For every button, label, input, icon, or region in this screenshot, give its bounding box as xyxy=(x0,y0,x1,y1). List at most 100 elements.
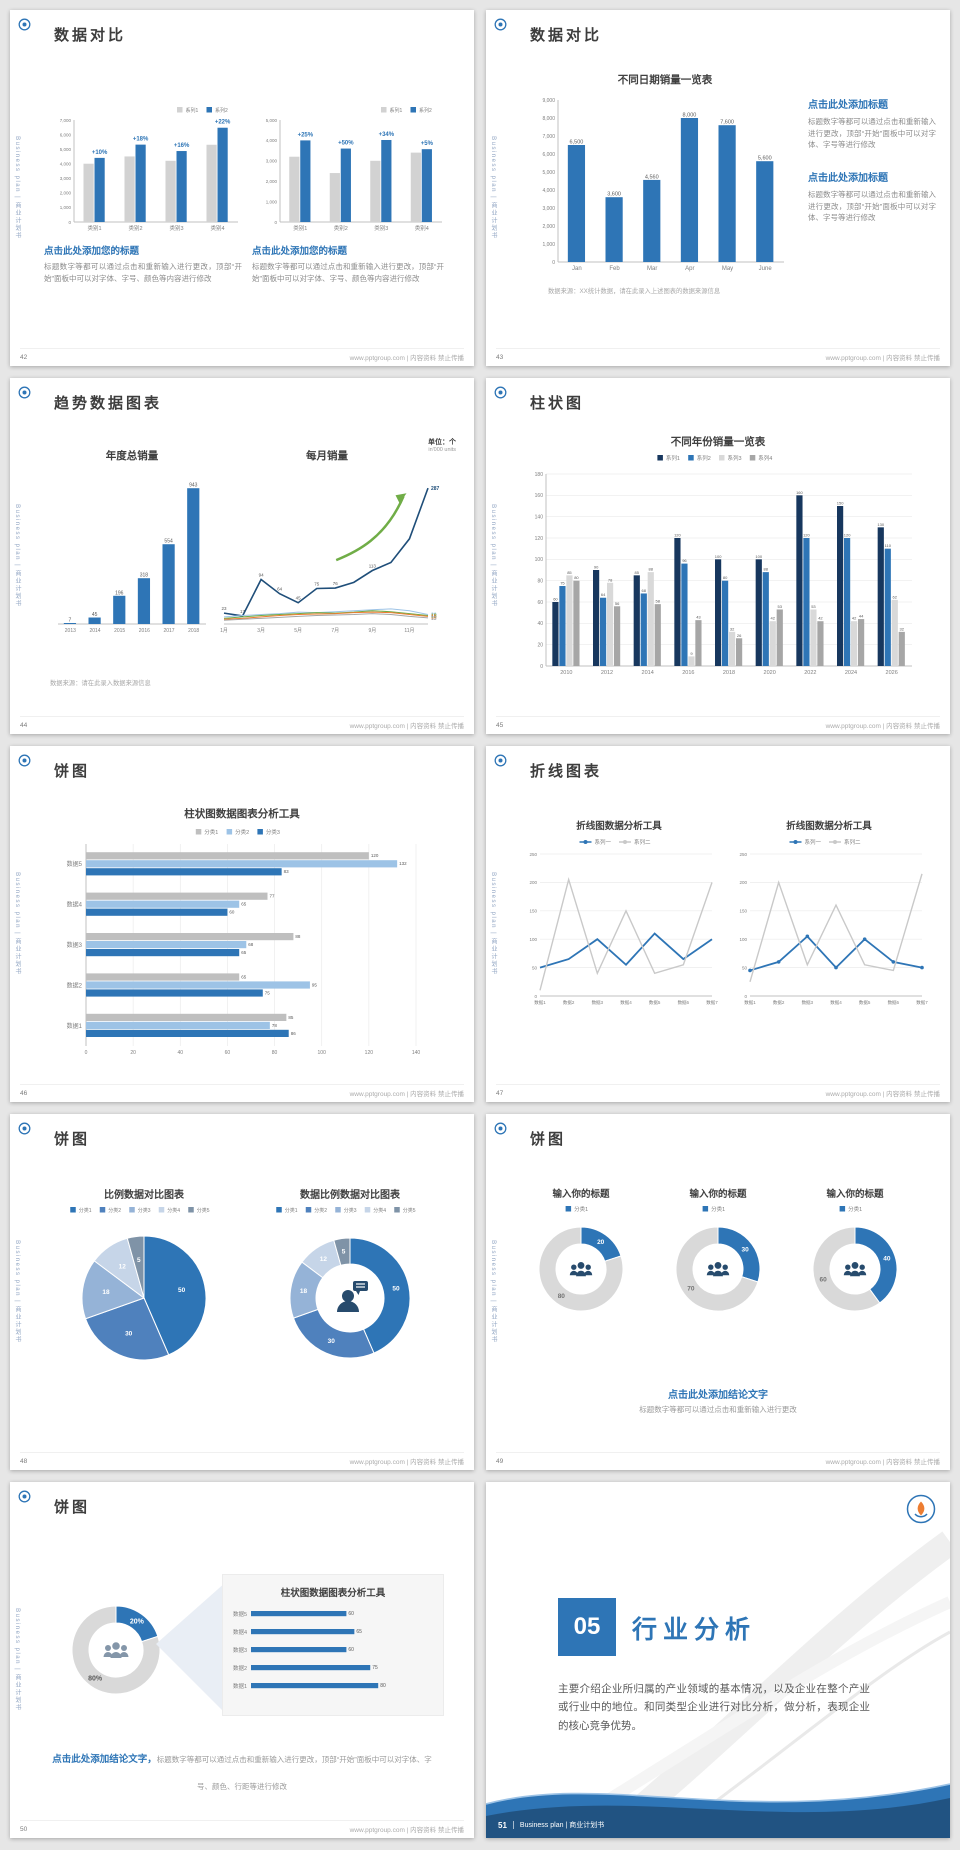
svg-text:20: 20 xyxy=(431,613,437,619)
svg-text:18: 18 xyxy=(300,1288,308,1295)
slide-footer: 47 www.pptgroup.com | 内容资料 禁止传播 xyxy=(496,1084,940,1098)
svg-text:7,600: 7,600 xyxy=(720,120,734,126)
donut-chart: 分类1 分类2 分类3 分类4 分类5 50 30 18 12 5 xyxy=(250,1204,450,1374)
svg-text:类别3: 类别3 xyxy=(169,224,183,232)
slide-51-section-divider[interactable]: 05 行业分析 主要介绍企业所归属的产业领域的基本情况，以及企业在整个产业或行业… xyxy=(486,1482,950,1838)
logo-icon xyxy=(18,1490,31,1503)
chart-title-left: 年度总销量 xyxy=(105,450,159,462)
slide-49[interactable]: Business plan | 商业计划书 饼图 输入你的标题 分类1 20 80 … xyxy=(486,1114,950,1470)
svg-text:943: 943 xyxy=(189,483,198,489)
slide-45[interactable]: Business plan | 商业计划书 柱状图 不同年份销量一览表 系列1 系… xyxy=(486,378,950,734)
svg-text:系列4: 系列4 xyxy=(758,454,772,462)
svg-text:83: 83 xyxy=(284,869,290,874)
svg-text:88: 88 xyxy=(295,934,301,939)
chart-title: 数据比例数据对比图表 xyxy=(300,1190,400,1201)
slide-46[interactable]: Business plan | 商业计划书 饼图 柱状图数据图表分析工具 分类1… xyxy=(10,746,474,1102)
slide-43[interactable]: Business plan | 商业计划书 数据对比 不同日期销量一览表 0 1,… xyxy=(486,10,950,366)
svg-text:23: 23 xyxy=(221,606,227,611)
svg-text:类别2: 类别2 xyxy=(128,224,142,232)
svg-text:May: May xyxy=(722,266,733,272)
block-body: 标题数字等都可以通过点击和重新输入进行更改，顶部“开始”面板中可以对字体、字号、… xyxy=(252,262,444,283)
svg-text:60: 60 xyxy=(348,1647,354,1653)
svg-text:62: 62 xyxy=(893,594,898,599)
slide-title: 饼图 xyxy=(530,1131,567,1148)
grouped-bar-chart-left: 系列1 系列2 0 1,000 2,000 3,000 4,000 5,000 6,000 7,0… xyxy=(44,104,242,236)
slide-48[interactable]: Business plan | 商业计划书 饼图 比例数据对比图表 分类1 分类2… xyxy=(10,1114,474,1470)
svg-text:2020: 2020 xyxy=(764,670,776,676)
donut-block-3: 输入你的标题 分类1 40 60 xyxy=(790,1186,920,1323)
svg-text:250: 250 xyxy=(529,852,537,857)
svg-text:78: 78 xyxy=(608,577,613,582)
slide-50[interactable]: Business plan | 商业计划书 饼图 20% 80% 柱状图数据图表分… xyxy=(10,1482,474,1838)
footer-url: www.pptgroup.com | 内容资料 禁止传播 xyxy=(825,355,940,362)
section-number: 05 xyxy=(558,1598,616,1656)
svg-text:53: 53 xyxy=(778,604,783,609)
svg-text:1月: 1月 xyxy=(220,628,228,634)
svg-text:系列二: 系列二 xyxy=(634,838,651,846)
svg-text:数据4: 数据4 xyxy=(233,1628,247,1636)
logo-icon xyxy=(494,1122,507,1135)
data-source-note: 数据来源：XX统计数据，请在此录入上述图表的数据来源信息 xyxy=(548,288,721,295)
svg-text:0: 0 xyxy=(274,220,277,225)
svg-text:50: 50 xyxy=(178,1287,186,1294)
slide-47[interactable]: Business plan | 商业计划书 折线图表 折线图数据分析工具 系列一… xyxy=(486,746,950,1102)
svg-text:85: 85 xyxy=(567,570,572,575)
svg-text:系列2: 系列2 xyxy=(215,107,228,114)
grouped-bar-chart-right: 系列1 系列2 0 1,000 2,000 3,000 4,000 5,000 +25% +50%… xyxy=(252,104,444,236)
svg-text:数据1: 数据1 xyxy=(67,1022,83,1030)
slide-42[interactable]: Business plan | 商业计划书 数据对比 系列1 系列2 0 1,000 2… xyxy=(10,10,474,366)
svg-text:50: 50 xyxy=(532,965,538,970)
section-body: 主要介绍企业所归属的产业领域的基本情况，以及企业在整个产业或行业中的地位。和同类… xyxy=(558,1683,870,1732)
svg-text:0: 0 xyxy=(552,260,555,266)
svg-text:4,000: 4,000 xyxy=(60,162,72,167)
svg-text:180: 180 xyxy=(535,472,544,478)
svg-text:类别4: 类别4 xyxy=(210,224,224,232)
page-number: 45 xyxy=(496,721,504,729)
slide-44[interactable]: Business plan | 商业计划书 趋势数据图表 年度总销量 每月销量 … xyxy=(10,378,474,734)
svg-text:40: 40 xyxy=(537,621,543,627)
donut-block-2: 输入你的标题 分类1 30 70 xyxy=(653,1186,783,1323)
logo-icon xyxy=(18,18,31,31)
svg-text:分类2: 分类2 xyxy=(108,1207,121,1214)
svg-text:分类3: 分类3 xyxy=(266,828,280,836)
svg-text:100: 100 xyxy=(755,554,762,559)
page-number: 44 xyxy=(20,721,28,729)
funnel-shape xyxy=(156,1582,226,1719)
svg-text:30: 30 xyxy=(741,1246,749,1253)
svg-text:数据5: 数据5 xyxy=(649,999,661,1006)
svg-text:0: 0 xyxy=(744,994,747,999)
slide-title: 饼图 xyxy=(54,1131,91,1148)
svg-text:分类4: 分类4 xyxy=(167,1207,180,1214)
svg-text:120: 120 xyxy=(844,533,851,538)
footer-url: www.pptgroup.com | 内容资料 禁止传播 xyxy=(349,1091,464,1098)
svg-text:96: 96 xyxy=(682,558,687,563)
unit-text: 单位：个 xyxy=(428,439,456,446)
svg-text:数据2: 数据2 xyxy=(67,981,83,989)
svg-text:11月: 11月 xyxy=(404,628,414,634)
svg-text:7: 7 xyxy=(69,617,72,623)
svg-text:数据1: 数据1 xyxy=(233,1682,247,1690)
svg-text:80: 80 xyxy=(537,578,543,584)
svg-text:0: 0 xyxy=(534,994,537,999)
svg-text:12: 12 xyxy=(119,1263,127,1270)
svg-text:80: 80 xyxy=(380,1683,386,1689)
slide-title: 数据对比 xyxy=(54,27,127,44)
block-title: 输入你的标题 xyxy=(826,1189,884,1200)
line-chart-left: 系列一 系列二 0 50 100 150 200 250 数据1 数据2 数据3 数据4 数据5 数据6 数… xyxy=(518,836,720,1012)
svg-text:0: 0 xyxy=(68,220,71,225)
logo-icon xyxy=(18,754,31,767)
svg-text:June: June xyxy=(759,266,773,272)
svg-text:90: 90 xyxy=(594,565,599,570)
analysis-panel: 柱状图数据图表分析工具 数据5 数据4 数据3 数据2 数据1 60 65 60 75 80 xyxy=(222,1574,444,1716)
svg-text:50: 50 xyxy=(392,1285,400,1292)
donut-block-1: 输入你的标题 分类1 20 80 xyxy=(516,1186,646,1323)
svg-text:68: 68 xyxy=(642,588,647,593)
svg-text:2014: 2014 xyxy=(642,670,654,676)
svg-text:60: 60 xyxy=(348,1611,354,1617)
svg-text:7月: 7月 xyxy=(331,628,339,634)
svg-text:类别1: 类别1 xyxy=(87,224,101,232)
slide-footer: 50 www.pptgroup.com | 内容资料 禁止传播 xyxy=(20,1820,464,1834)
svg-text:80: 80 xyxy=(558,1293,566,1300)
svg-text:6,000: 6,000 xyxy=(60,132,72,137)
svg-text:数据4: 数据4 xyxy=(67,901,83,909)
